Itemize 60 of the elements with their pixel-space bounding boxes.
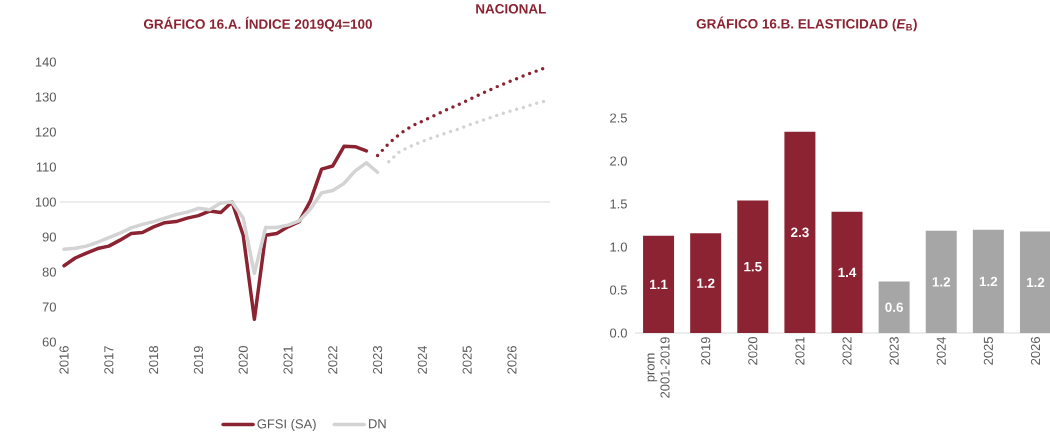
legend-label: DN — [369, 419, 386, 429]
data-label: 1.4 — [838, 267, 857, 277]
x-tick-label: 2025 — [462, 346, 472, 374]
chart-title: GRÁFICO 16.B. ELASTICIDAD (E$_{B}$) — [696, 16, 917, 32]
y-tick-label: 60 — [42, 337, 56, 347]
bar — [784, 131, 816, 333]
x-tick-label: 2024 — [936, 336, 946, 365]
y-tick-label: 2.5 — [610, 113, 627, 123]
x-tick-label: 2016 — [59, 346, 69, 374]
data-label: 1.1 — [650, 279, 668, 290]
x-tick-label: 2019 — [701, 337, 711, 365]
y-tick-label: 110 — [36, 162, 56, 172]
y-tick-label: 100 — [35, 197, 56, 207]
y-tick-label: 1.5 — [610, 199, 627, 209]
bar — [972, 229, 1004, 333]
data-label: 0.6 — [885, 302, 903, 312]
line-series — [62, 144, 369, 321]
bar — [831, 211, 863, 333]
line-series — [387, 99, 548, 164]
data-label: 1.2 — [697, 278, 715, 288]
x-tick-label: 2024 — [417, 345, 427, 374]
bar — [690, 233, 722, 333]
bar — [878, 281, 910, 333]
x-tick-label: 2025 — [983, 337, 993, 365]
legend-label: GFSI (SA) — [257, 418, 316, 432]
x-tick-label: 2020 — [748, 337, 758, 365]
y-tick-label: 80 — [42, 267, 56, 277]
x-tick-label: 2021 — [795, 337, 805, 365]
x-tick-label: 2019 — [193, 346, 203, 374]
y-tick-label: 70 — [42, 302, 56, 312]
data-label: 1.2 — [1026, 277, 1045, 287]
chart-title: GRÁFICO 16.A. ÍNDICE 2019Q4=100 — [143, 16, 372, 32]
data-label: 1.2 — [932, 277, 951, 287]
text: NACIONAL — [476, 4, 546, 14]
x-tick-label: 2018 — [149, 346, 159, 374]
y-tick-label: 120 — [35, 127, 56, 137]
x-tick-label: 2017 — [104, 346, 114, 374]
bar — [737, 200, 769, 333]
x-tick-label: 2022 — [842, 337, 852, 365]
y-tick-label: 0.0 — [609, 328, 627, 338]
y-tick-label: 140 — [35, 57, 56, 67]
x-tick-label: 2020 — [238, 346, 248, 374]
x-tick-label: 2022 — [328, 346, 338, 374]
x-tick-label: 2026 — [1030, 337, 1041, 365]
bar — [925, 230, 957, 333]
y-tick-label: 130 — [35, 92, 56, 102]
x-tick-label: prom 2001-2019 — [647, 337, 670, 398]
y-tick-label: 0.5 — [609, 285, 627, 295]
data-label: 2.3 — [791, 227, 809, 238]
data-label: 1.5 — [744, 262, 762, 272]
y-tick-label: 1.0 — [610, 242, 627, 252]
x-tick-label: 2023 — [372, 346, 383, 374]
x-tick-label: 2026 — [507, 346, 517, 374]
y-tick-label: 90 — [42, 232, 56, 242]
x-tick-label: 2021 — [283, 346, 293, 374]
data-label: 1.2 — [979, 276, 998, 287]
bar — [1019, 231, 1050, 333]
x-tick-label: 2023 — [889, 337, 899, 365]
y-tick-label: 2.0 — [610, 156, 627, 166]
bar — [643, 235, 675, 333]
